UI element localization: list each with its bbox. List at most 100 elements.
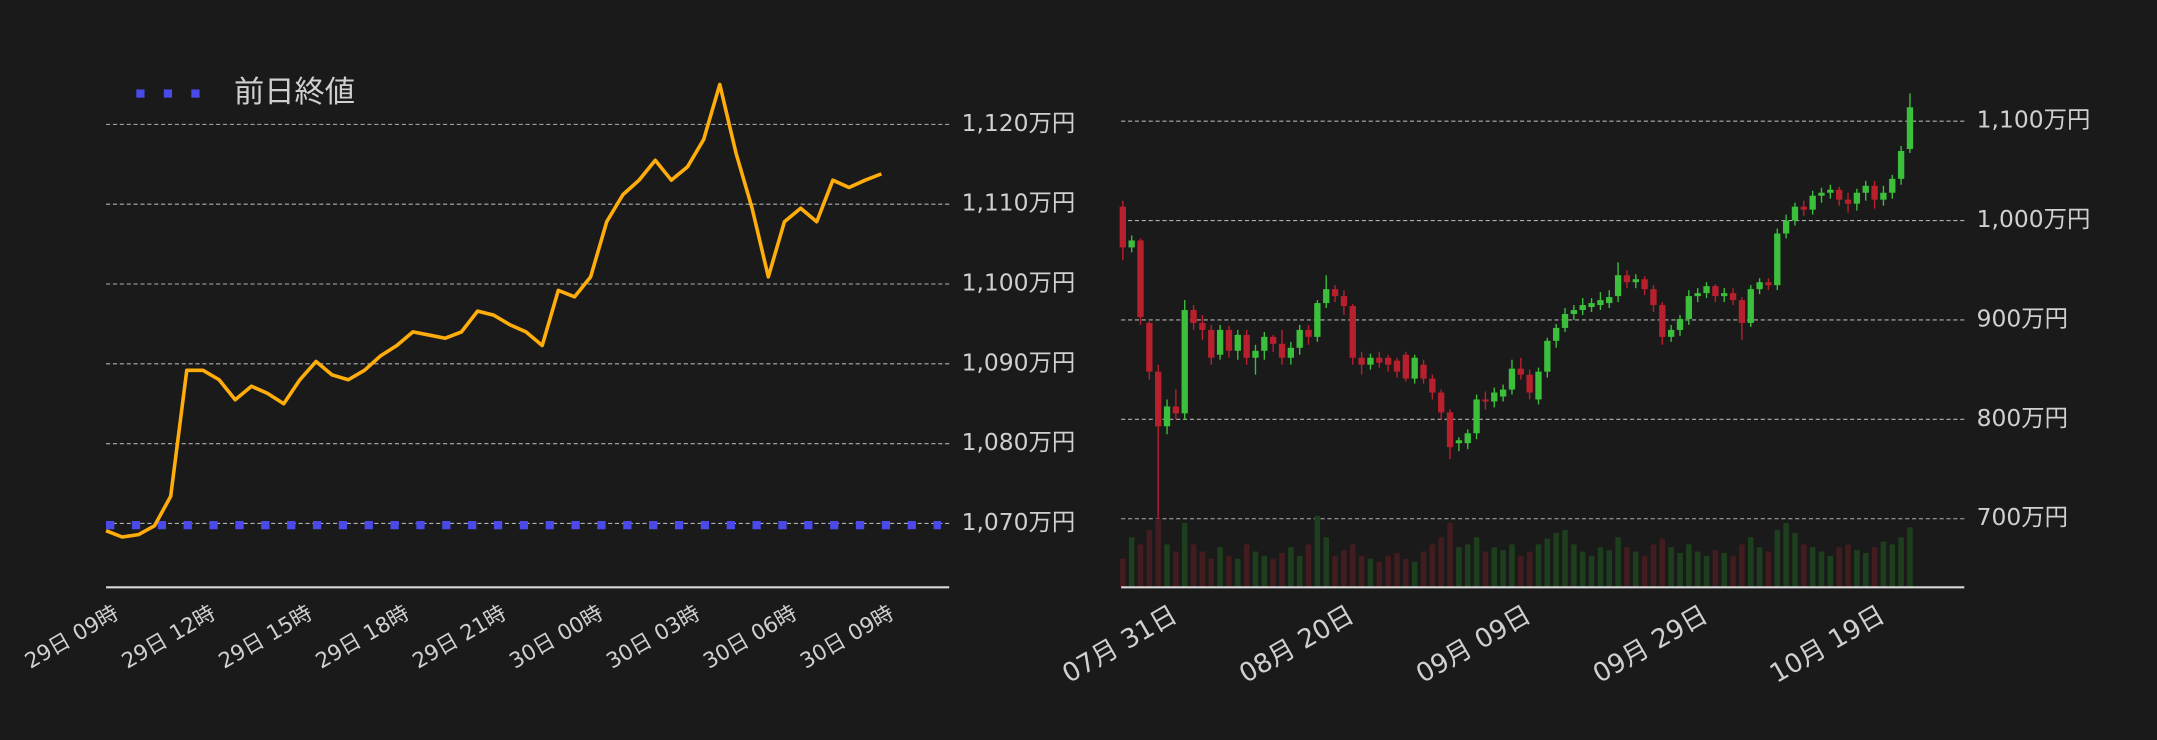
y-tick-label: 800万円 <box>1977 404 2068 432</box>
volume-bar <box>1668 547 1674 588</box>
y-tick-label: 1,090万円 <box>962 348 1076 376</box>
candle-body <box>1287 347 1295 358</box>
candle-body <box>1464 433 1471 444</box>
volume-bar <box>1756 547 1763 588</box>
volume-bar <box>1367 558 1374 588</box>
candle-body <box>1155 371 1162 427</box>
candle-body <box>1225 329 1233 351</box>
volume-bar <box>1403 558 1409 588</box>
candle-body <box>1676 318 1684 330</box>
candle-body <box>1446 412 1454 448</box>
volume-bar <box>1261 555 1268 588</box>
volume-bar <box>1128 537 1135 588</box>
candle-body <box>1323 289 1330 304</box>
volume-bar <box>1553 532 1559 588</box>
volume-bar <box>1279 552 1285 588</box>
volume-bar <box>1447 522 1453 588</box>
volume-bar <box>1818 551 1825 588</box>
price-line <box>105 82 883 539</box>
candle-body <box>1553 327 1560 341</box>
volume-bar <box>1181 522 1188 588</box>
y-tick-label: 700万円 <box>1977 503 2068 531</box>
candle-body <box>1871 185 1878 200</box>
volume-bar <box>1137 544 1144 588</box>
volume-bar <box>1296 555 1303 588</box>
candle-body <box>1163 406 1171 427</box>
volume-bar <box>1226 555 1232 588</box>
candle-body <box>1181 310 1188 414</box>
candle-body <box>1650 289 1657 306</box>
y-tick-label: 1,110万円 <box>962 189 1076 217</box>
candle-body <box>1305 329 1312 337</box>
volume-bar <box>1633 551 1639 588</box>
volume-bar <box>1270 558 1276 588</box>
candle-body <box>1844 199 1852 204</box>
volume-bar <box>1509 544 1515 588</box>
volume-bar <box>1173 551 1179 588</box>
volume-bar <box>1473 537 1480 588</box>
volume-bar <box>1438 537 1444 588</box>
candle-body <box>1906 107 1914 150</box>
volume-bar <box>1809 547 1816 588</box>
candle-body <box>1800 206 1807 210</box>
volume-bar <box>1217 547 1223 588</box>
candle-body <box>1765 282 1772 286</box>
volume-bar <box>1358 555 1365 588</box>
volume-bar <box>1801 544 1807 588</box>
volume-bar <box>1243 544 1250 588</box>
candle-body <box>1623 275 1631 283</box>
candle-body <box>1172 406 1180 414</box>
volume-bar <box>1208 558 1215 588</box>
volume-bar <box>1544 538 1551 588</box>
candle-body <box>1349 306 1356 358</box>
candle-body <box>1243 334 1250 358</box>
candle-body <box>1473 399 1480 434</box>
candle-body <box>1216 329 1224 355</box>
volume-bar <box>1350 544 1356 588</box>
candle-body <box>1128 240 1135 248</box>
volume-bar <box>1518 555 1524 588</box>
volume-bar <box>1394 552 1400 588</box>
y-tick-label: 1,070万円 <box>962 508 1076 536</box>
candle-body <box>1358 357 1365 365</box>
candle-body <box>1782 220 1790 234</box>
candle-body <box>1791 206 1799 221</box>
candle-body <box>1146 322 1153 372</box>
volume-bar <box>1120 558 1126 588</box>
candle-body <box>1579 305 1586 311</box>
legend-swatch <box>136 89 145 98</box>
candle-body <box>1694 293 1701 297</box>
volume-bar <box>1765 551 1772 588</box>
volume-bar <box>1155 518 1161 588</box>
volume-bar <box>1597 547 1604 588</box>
volume-bar <box>1579 551 1586 588</box>
candle-body <box>1234 334 1241 351</box>
candle-body <box>1376 357 1383 363</box>
volume-bar <box>1164 544 1170 588</box>
volume-bar <box>1146 530 1153 588</box>
volume-bar <box>1615 537 1621 588</box>
candle-body <box>1836 189 1843 200</box>
volume-bar <box>1190 544 1197 588</box>
candle-body <box>1747 289 1754 323</box>
volume-bar <box>1252 551 1259 588</box>
volume-bar <box>1792 532 1798 588</box>
candle-body <box>1190 310 1197 323</box>
candle-body <box>1278 343 1286 358</box>
volume-bar <box>1827 555 1834 588</box>
volume-bar <box>1323 537 1329 588</box>
candle-body <box>1818 192 1825 196</box>
candle-body <box>1402 354 1409 379</box>
volume-bar <box>1500 550 1506 588</box>
volume-bar <box>1535 544 1542 588</box>
candle-body <box>1606 297 1613 304</box>
volume-bar <box>1889 544 1896 588</box>
volume-bar <box>1862 552 1869 588</box>
y-tick-label: 900万円 <box>1977 304 2068 332</box>
y-tick-label: 1,000万円 <box>1977 205 2091 233</box>
candle-body <box>1738 300 1746 323</box>
candle-body <box>1853 192 1861 204</box>
volume-bar <box>1420 551 1427 588</box>
candle-body <box>1703 286 1710 294</box>
